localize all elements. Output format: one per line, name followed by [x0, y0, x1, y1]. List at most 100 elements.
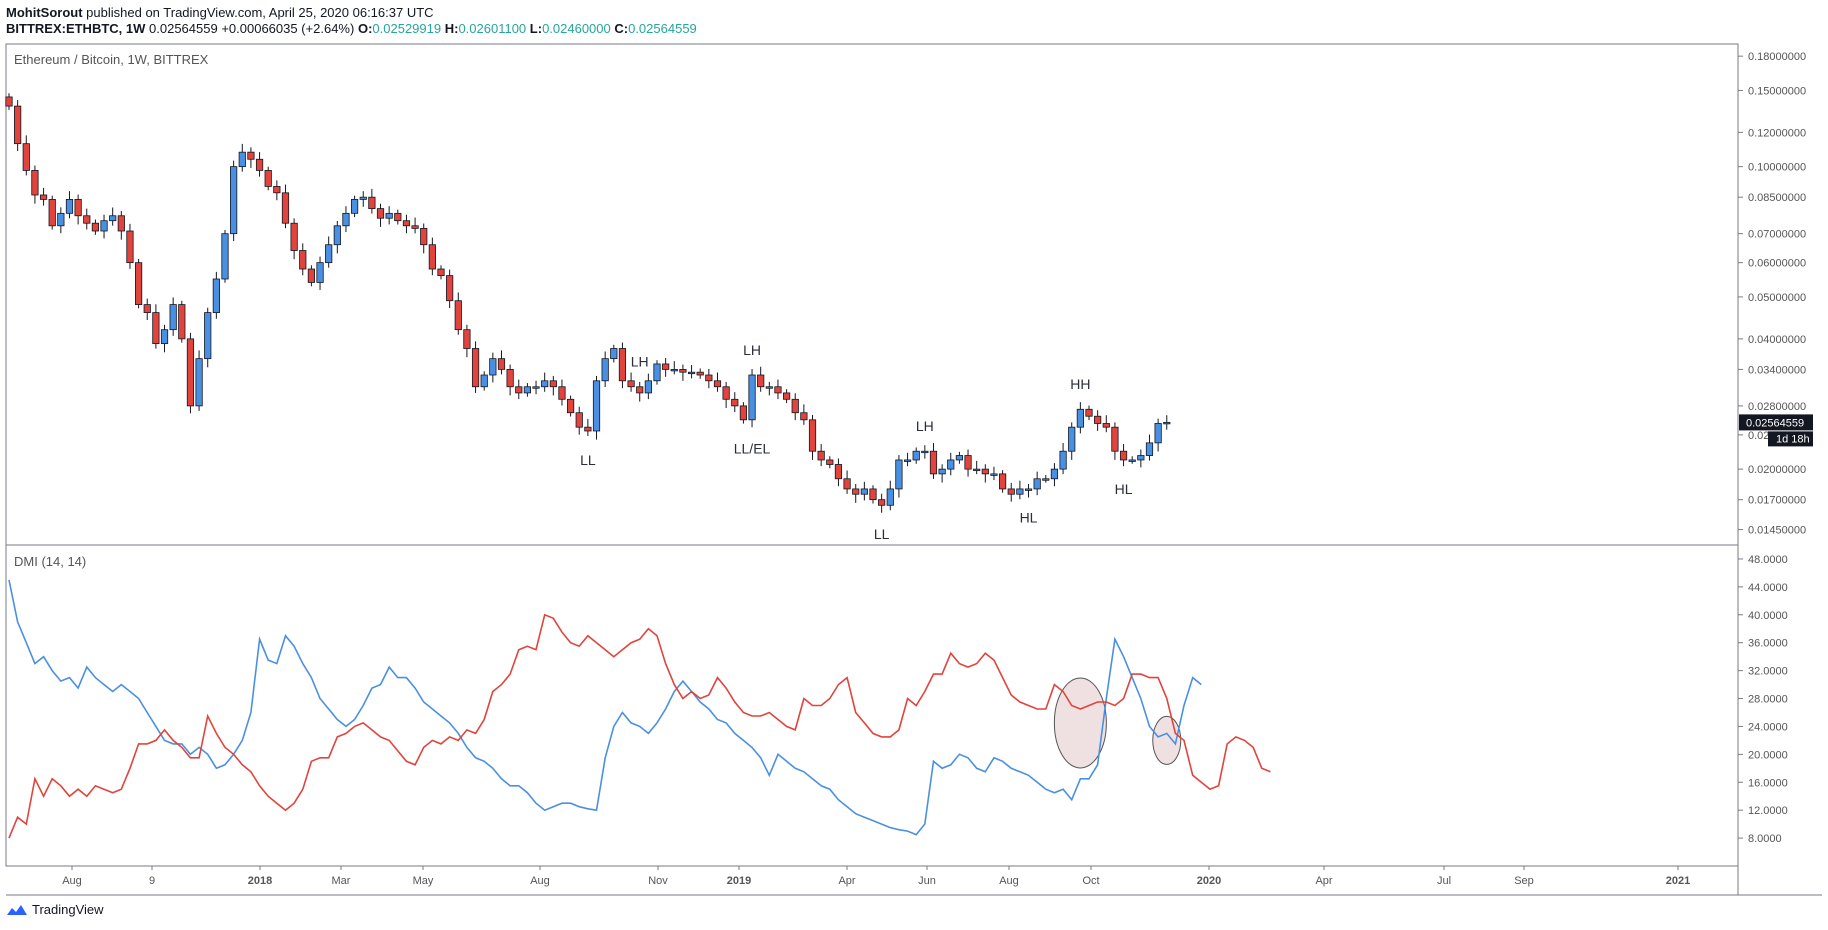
- candle-body: [973, 468, 981, 472]
- price-tick-label: 0.06000000: [1748, 258, 1806, 270]
- swing-annotation: LH: [916, 418, 934, 434]
- candle-body: [91, 222, 99, 232]
- candle-body: [31, 170, 39, 196]
- candle-body: [1085, 408, 1093, 417]
- candle-body: [748, 374, 756, 421]
- candle-body: [757, 374, 765, 388]
- swing-annotation: LH: [631, 354, 649, 370]
- candle-body: [368, 196, 376, 209]
- brand-label[interactable]: TradingView: [32, 902, 104, 917]
- candle-body: [696, 371, 704, 376]
- candle-body: [411, 225, 419, 229]
- price-tick-label: 0.01700000: [1748, 495, 1806, 507]
- candle-body: [134, 262, 143, 305]
- candle-body: [1154, 423, 1162, 444]
- candle-body: [1033, 478, 1041, 490]
- candle-body: [601, 358, 609, 382]
- time-tick-label: 2021: [1666, 875, 1690, 887]
- time-tick-label: Mar: [332, 875, 351, 887]
- candle-body: [774, 386, 782, 394]
- candle-body: [990, 473, 998, 476]
- price-tick-label: 0.02800000: [1748, 401, 1806, 413]
- author-name[interactable]: MohitSorout: [6, 5, 83, 20]
- candle-body: [238, 151, 246, 168]
- candle-body: [541, 380, 549, 388]
- dmi-tick-label: 40.0000: [1748, 610, 1788, 622]
- price-tick-label: 0.08500000: [1748, 192, 1806, 204]
- candle-body: [584, 426, 592, 432]
- time-tick-label: Jun: [918, 875, 936, 887]
- candle-body: [878, 499, 886, 506]
- candle-body: [100, 220, 108, 232]
- candle-body: [1059, 450, 1067, 470]
- candle-body: [117, 215, 125, 232]
- high-label: H:: [444, 21, 459, 36]
- dmi-tick-label: 12.0000: [1748, 805, 1788, 817]
- time-tick-label: Nov: [648, 875, 668, 887]
- time-tick-label: Jul: [1437, 875, 1451, 887]
- candle-body: [1137, 455, 1145, 461]
- candle-body: [109, 215, 117, 222]
- symbol-label: BITTREX:ETHBTC, 1W: [6, 21, 146, 36]
- countdown-box: [1768, 431, 1813, 447]
- candle-body: [299, 250, 307, 270]
- candle-body: [126, 230, 134, 264]
- candle-body: [497, 358, 506, 370]
- candle-body: [255, 158, 264, 171]
- dmi-tick-label: 28.0000: [1748, 694, 1788, 706]
- candle-body: [359, 196, 367, 200]
- candle-body: [169, 304, 177, 331]
- countdown-label: 1d 18h: [1776, 433, 1810, 445]
- candle-body: [515, 386, 523, 394]
- candle-body: [221, 233, 229, 280]
- swing-annotation: HH: [1070, 376, 1090, 392]
- candle-body: [929, 450, 938, 475]
- time-tick-label: Oct: [1082, 875, 1099, 887]
- last-price: 0.02564559: [149, 21, 218, 36]
- candle-body: [39, 194, 48, 200]
- candle-body: [817, 450, 825, 461]
- candle-body: [5, 96, 13, 107]
- time-tick-label: Aug: [62, 875, 82, 887]
- candle-body: [212, 278, 220, 313]
- candle-body: [912, 450, 920, 461]
- candle-body: [506, 368, 514, 388]
- candle-body: [437, 268, 445, 277]
- candle-body: [670, 368, 678, 372]
- candle-body: [808, 419, 817, 452]
- candle-body: [964, 455, 972, 470]
- candle-body: [143, 304, 151, 313]
- candle-body: [178, 304, 186, 340]
- candle-body: [290, 222, 298, 251]
- highlight-ellipse: [1053, 677, 1107, 769]
- candle-body: [852, 488, 860, 495]
- publish-info: published on TradingView.com, April 25, …: [86, 5, 434, 20]
- candle-body: [489, 358, 497, 376]
- candle-body: [705, 374, 713, 382]
- publish-line: MohitSorout published on TradingView.com…: [6, 5, 434, 20]
- candle-body: [687, 371, 696, 375]
- candle-body: [204, 312, 212, 360]
- candle-body: [264, 170, 272, 187]
- candle-body: [1111, 426, 1119, 452]
- candle-body: [342, 212, 350, 227]
- candle-body: [567, 398, 575, 414]
- candle-body: [1163, 421, 1171, 425]
- price-tick-label: 0.12000000: [1748, 127, 1806, 139]
- candle-body: [83, 215, 91, 224]
- price-tick-label: 0.10000000: [1748, 162, 1806, 174]
- candle-body: [350, 199, 359, 214]
- price-tick-label: 0.01450000: [1748, 525, 1806, 537]
- candle-body: [1145, 442, 1154, 456]
- last-price-box: [1739, 414, 1813, 431]
- candle-body: [636, 386, 644, 394]
- candle-body: [463, 329, 471, 349]
- time-tick-label: May: [413, 875, 434, 887]
- time-tick-label: Sep: [1514, 875, 1534, 887]
- candle-body: [1119, 450, 1128, 461]
- low-value: 0.02460000: [542, 21, 611, 36]
- candle-body: [886, 488, 894, 506]
- candle-body: [558, 386, 566, 400]
- candle-body: [14, 105, 22, 145]
